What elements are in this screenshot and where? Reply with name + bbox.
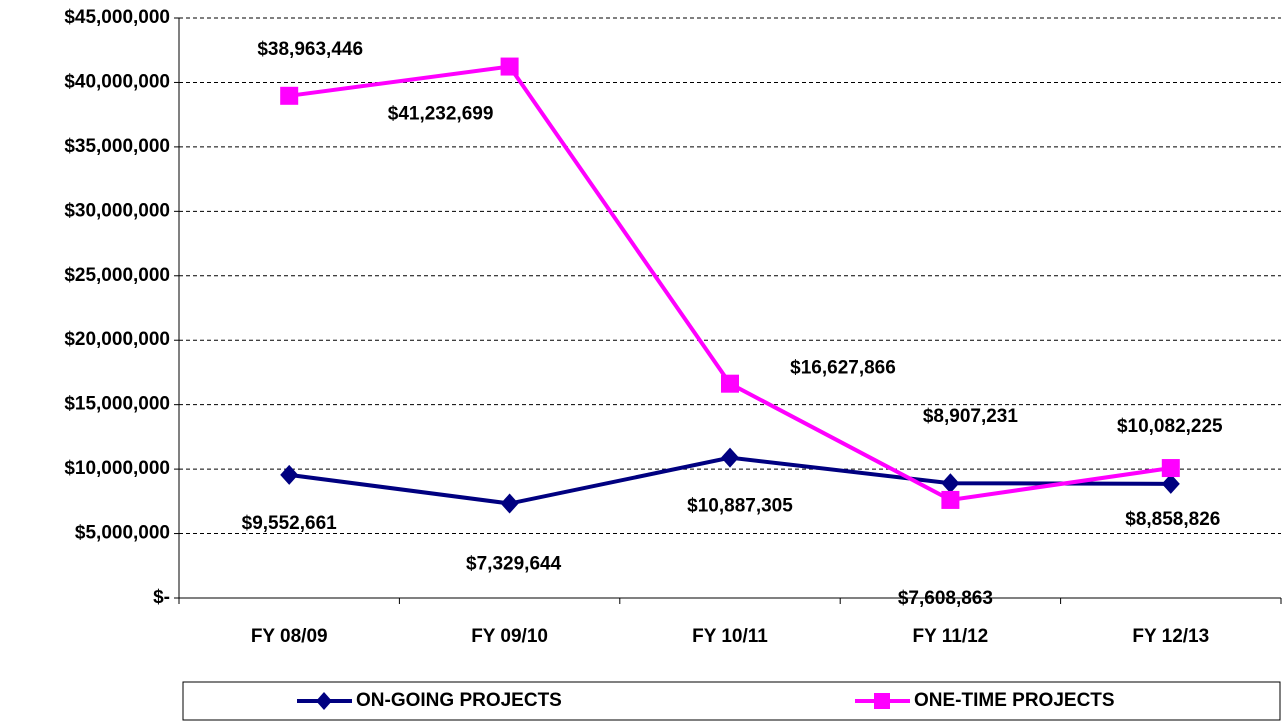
marker bbox=[941, 490, 960, 509]
marker bbox=[721, 447, 739, 468]
y-tick-label: $- bbox=[153, 587, 170, 608]
y-tick-label: $20,000,000 bbox=[64, 329, 170, 350]
data-label: $7,608,863 bbox=[898, 588, 993, 609]
legend-label: ONE-TIME PROJECTS bbox=[914, 690, 1115, 711]
y-tick-label: $15,000,000 bbox=[64, 394, 170, 415]
y-tick-label: $10,000,000 bbox=[64, 458, 170, 479]
data-label: $8,858,826 bbox=[1125, 509, 1220, 530]
marker bbox=[500, 57, 519, 76]
data-label: $8,907,231 bbox=[923, 406, 1019, 427]
data-label: $41,232,699 bbox=[388, 104, 494, 125]
data-label: $38,963,446 bbox=[257, 39, 363, 60]
data-label: $10,887,305 bbox=[687, 496, 793, 517]
y-tick-label: $25,000,000 bbox=[64, 265, 170, 286]
marker bbox=[500, 493, 519, 514]
y-tick-label: $30,000,000 bbox=[64, 200, 170, 221]
y-tick-label: $45,000,000 bbox=[64, 7, 170, 28]
legend-box bbox=[182, 681, 1281, 721]
marker bbox=[1161, 459, 1180, 478]
data-label: $9,552,661 bbox=[242, 513, 338, 534]
marker bbox=[280, 86, 299, 105]
y-tick-label: $35,000,000 bbox=[64, 136, 170, 157]
x-tick-label: FY 09/10 bbox=[471, 626, 548, 647]
marker bbox=[941, 473, 960, 494]
marker bbox=[721, 374, 739, 393]
marker bbox=[280, 464, 299, 485]
data-label: $10,082,225 bbox=[1117, 416, 1223, 437]
legend-label: ON-GOING PROJECTS bbox=[356, 690, 562, 711]
series-line bbox=[288, 64, 1172, 503]
marker bbox=[1161, 473, 1180, 494]
data-label: $7,329,644 bbox=[466, 554, 562, 575]
data-label: $16,627,866 bbox=[790, 358, 896, 379]
legend-marker bbox=[874, 693, 890, 709]
legend-marker bbox=[316, 692, 332, 710]
y-tick-label: $5,000,000 bbox=[75, 523, 170, 544]
x-tick-label: FY 12/13 bbox=[1132, 626, 1209, 647]
x-tick-label: FY 08/09 bbox=[251, 626, 328, 647]
x-tick-label: FY 11/12 bbox=[913, 626, 989, 647]
y-tick-label: $40,000,000 bbox=[64, 71, 170, 92]
x-tick-label: FY 10/11 bbox=[692, 626, 768, 647]
